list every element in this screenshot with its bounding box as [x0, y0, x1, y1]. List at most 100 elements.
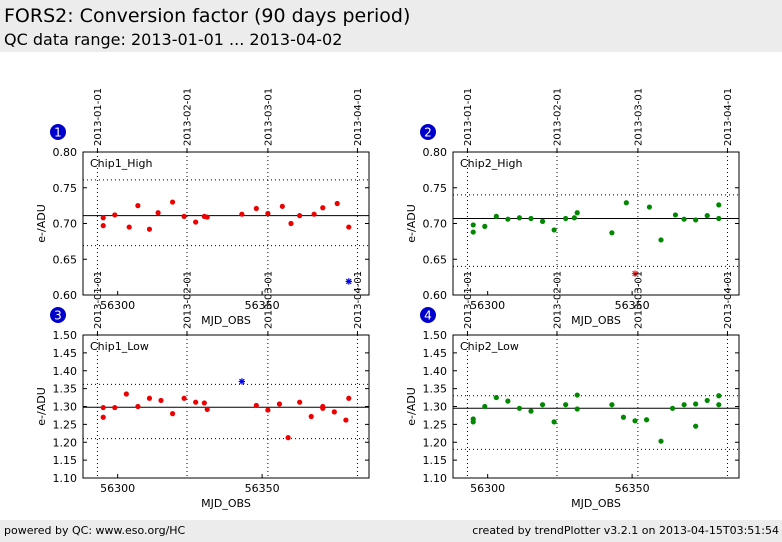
data-point	[505, 398, 511, 404]
panel-number-badge	[420, 124, 436, 140]
outlier-stroke	[632, 270, 638, 277]
data-point	[672, 212, 679, 218]
chart-panel-4: 2013-01-01 2013-02-01 2013-03-01 2013-04-01…	[405, 271, 740, 510]
y-tick-label: 1.15	[423, 454, 448, 467]
data-point	[563, 215, 569, 222]
date-tick-label: 2013-01-01	[463, 88, 474, 146]
data-point	[516, 405, 523, 411]
y-tick-label: 1.40	[53, 365, 78, 378]
y-tick-label: 1.50	[423, 329, 448, 342]
x-axis-label: MJD_OBS	[571, 314, 621, 327]
outlier-stroke	[345, 278, 352, 285]
data-point	[100, 215, 106, 221]
data-point	[146, 395, 153, 401]
data-point	[516, 215, 523, 221]
panel-number-badge	[50, 307, 66, 323]
plot-frame	[452, 151, 740, 296]
data-point	[297, 399, 303, 405]
data-point	[126, 224, 132, 230]
data-point	[193, 219, 199, 225]
data-point	[539, 402, 546, 408]
data-point	[505, 216, 511, 222]
y-tick-label: 0.80	[53, 146, 78, 159]
date-tick-label: 2013-02-01	[553, 88, 564, 146]
y-axis-label: e-/ADU	[35, 204, 48, 243]
plot-frame	[82, 151, 370, 296]
y-tick-label: 1.45	[423, 347, 448, 360]
plot-frame	[82, 334, 370, 479]
data-point	[528, 215, 534, 222]
data-point	[331, 409, 337, 415]
y-tick-label: 0.65	[423, 253, 448, 266]
data-point	[279, 203, 285, 209]
data-point	[658, 438, 664, 444]
data-point	[704, 213, 710, 219]
x-axis-label: MJD_OBS	[201, 497, 251, 510]
data-point	[551, 227, 557, 233]
panel-number: 3	[54, 309, 62, 323]
data-point	[320, 405, 326, 411]
y-tick-label: 1.10	[423, 472, 448, 485]
data-point	[632, 418, 638, 424]
y-tick-label: 0.80	[423, 146, 448, 159]
date-tick-label: 2013-02-01	[553, 271, 564, 329]
data-point	[100, 404, 106, 411]
data-point	[135, 403, 141, 410]
data-point	[470, 229, 476, 235]
data-point	[528, 408, 534, 414]
data-point	[493, 394, 499, 401]
x-axis-label: MJD_OBS	[201, 314, 251, 327]
series-label: Chip1_High	[90, 157, 152, 170]
data-point	[623, 200, 629, 206]
outlier-point	[238, 378, 246, 385]
y-tick-label: 0.70	[423, 218, 448, 231]
data-point	[181, 213, 187, 219]
data-point	[716, 202, 722, 208]
panel-number: 2	[424, 126, 432, 140]
data-point	[643, 417, 650, 423]
date-tick-label: 2013-04-01	[353, 88, 364, 146]
date-tick-label: 2013-03-01	[263, 88, 274, 146]
x-tick-label: 56350	[245, 299, 280, 312]
data-point	[693, 423, 699, 429]
data-point	[539, 218, 546, 224]
data-point	[343, 417, 349, 423]
data-point	[681, 216, 687, 222]
data-point	[112, 212, 118, 218]
data-point	[551, 419, 557, 425]
panel-number: 4	[424, 309, 432, 323]
data-point	[201, 400, 207, 406]
data-point	[239, 211, 245, 217]
y-tick-label: 1.25	[53, 418, 78, 431]
y-axis-label: e-/ADU	[35, 387, 48, 426]
y-tick-label: 1.30	[53, 401, 78, 414]
y-tick-label: 1.40	[423, 365, 448, 378]
data-point	[320, 205, 326, 211]
data-point	[100, 414, 106, 420]
data-point	[135, 203, 141, 209]
data-point	[100, 223, 106, 229]
page-header: FORS2: Conversion factor (90 days period…	[0, 0, 782, 52]
data-point	[204, 406, 210, 412]
data-point	[482, 403, 488, 410]
y-tick-label: 1.30	[423, 401, 448, 414]
data-point	[482, 223, 488, 229]
data-point	[265, 210, 271, 217]
data-point	[470, 222, 476, 228]
page-subtitle: QC data range: 2013-01-01 ... 2013-04-02	[4, 30, 343, 49]
x-tick-label: 56300	[470, 482, 505, 495]
panel-number-badge	[420, 307, 436, 323]
data-point	[470, 419, 476, 425]
data-point	[169, 199, 176, 205]
y-tick-label: 1.35	[53, 383, 78, 396]
data-point	[574, 406, 580, 412]
data-point	[574, 392, 580, 398]
date-tick-label: 2013-04-01	[723, 271, 734, 329]
y-tick-label: 1.20	[53, 436, 78, 449]
data-point	[571, 215, 577, 221]
date-tick-label: 2013-02-01	[183, 271, 194, 329]
data-point	[704, 397, 710, 404]
data-point	[574, 210, 580, 216]
footer-powered-by: powered by QC: www.eso.org/HC	[4, 524, 186, 537]
data-point	[669, 405, 676, 411]
